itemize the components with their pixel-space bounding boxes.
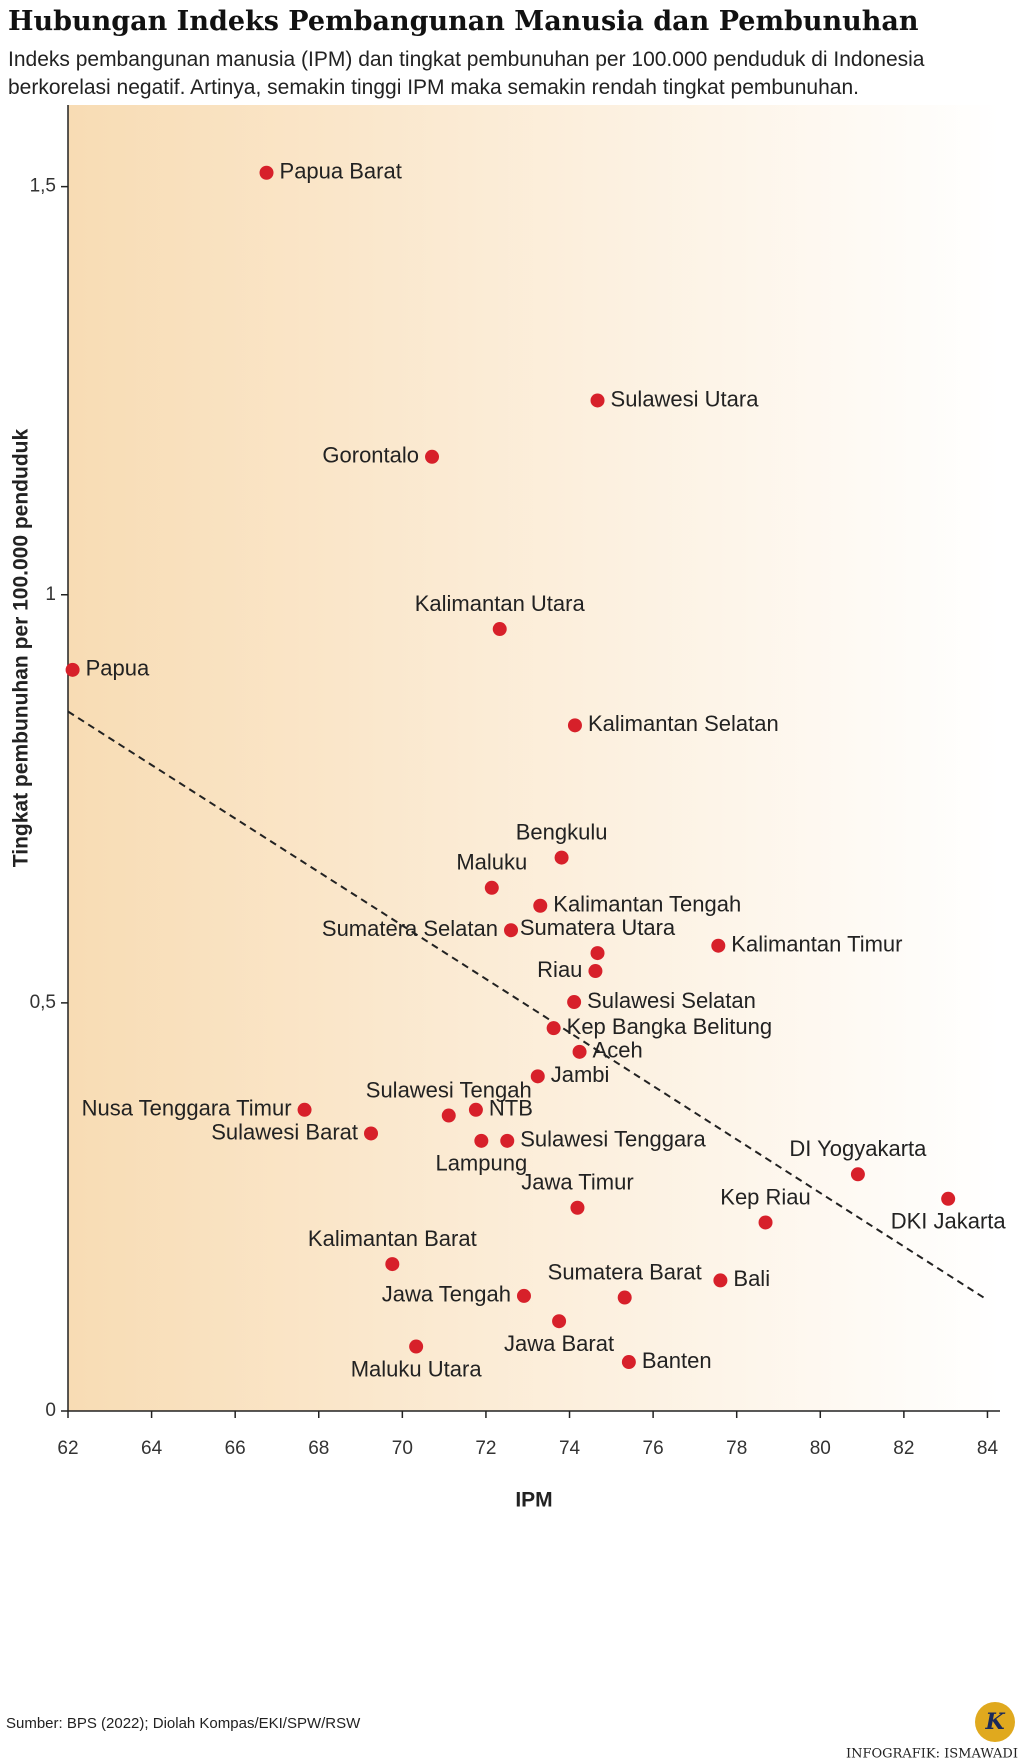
y-axis-label: Tingkat pembunuhan per 100.000 penduduk xyxy=(10,429,33,868)
y-tick-label: 1 xyxy=(45,584,56,605)
point xyxy=(364,1126,379,1141)
x-tick-label: 68 xyxy=(308,1438,329,1459)
point-label: Sulawesi Barat xyxy=(211,1119,358,1144)
point xyxy=(484,880,499,895)
point-label: Kep Riau xyxy=(720,1184,811,1209)
point xyxy=(941,1191,956,1206)
point xyxy=(758,1215,773,1230)
point-label: Kalimantan Timur xyxy=(731,932,902,957)
point xyxy=(474,1133,489,1148)
point xyxy=(425,449,440,464)
point-label: Jawa Barat xyxy=(504,1331,614,1356)
point-label: Kalimantan Tengah xyxy=(553,892,741,917)
x-tick-label: 70 xyxy=(392,1438,413,1459)
point xyxy=(409,1339,424,1354)
point-label: Jawa Tengah xyxy=(382,1282,511,1307)
trendline xyxy=(67,710,989,1301)
point-label: Kalimantan Barat xyxy=(308,1226,477,1251)
point xyxy=(590,393,605,408)
point-label: Sulawesi Tengah xyxy=(366,1077,532,1102)
point xyxy=(65,662,80,677)
point xyxy=(533,898,548,913)
point-label: Bali xyxy=(733,1266,770,1291)
point-label: Bengkulu xyxy=(516,819,608,844)
point xyxy=(617,1290,632,1305)
point-label: Kep Bangka Belitung xyxy=(567,1014,773,1039)
point xyxy=(504,923,519,938)
source: Sumber: BPS (2022); Diolah Kompas/EKI/SP… xyxy=(6,1715,361,1732)
point xyxy=(713,1273,728,1288)
point xyxy=(546,1021,561,1036)
point xyxy=(552,1314,567,1329)
point xyxy=(441,1108,456,1123)
point-label: Jambi xyxy=(551,1062,610,1087)
point-label: Lampung xyxy=(435,1151,527,1176)
point xyxy=(554,850,569,865)
point xyxy=(530,1069,545,1084)
x-tick-label: 80 xyxy=(810,1438,831,1459)
point xyxy=(297,1102,312,1117)
point xyxy=(259,165,274,180)
point-label: Kalimantan Selatan xyxy=(588,711,779,736)
point-label: Gorontalo xyxy=(322,443,419,468)
point xyxy=(621,1355,636,1370)
point xyxy=(711,938,726,953)
point-label: Maluku xyxy=(456,850,527,875)
x-axis-label: IPM xyxy=(515,1489,552,1512)
point xyxy=(385,1257,400,1272)
credit: INFOGRAFIK: ISMAWADI xyxy=(846,1747,1018,1762)
point-label: Maluku Utara xyxy=(351,1356,483,1381)
subtitle: Indeks pembangunan manusia (IPM) dan tin… xyxy=(8,48,925,99)
point-label: Sulawesi Utara xyxy=(611,386,760,411)
x-tick-label: 62 xyxy=(57,1438,78,1459)
point xyxy=(590,946,605,961)
point xyxy=(567,995,582,1010)
point xyxy=(572,1044,587,1059)
x-tick-label: 74 xyxy=(559,1438,581,1459)
x-tick-label: 78 xyxy=(726,1438,747,1459)
title: Hubungan Indeks Pembangunan Manusia dan … xyxy=(8,6,919,37)
point-label: Banten xyxy=(642,1348,712,1373)
logo: K xyxy=(975,1702,1015,1742)
point-label: Sumatera Utara xyxy=(520,915,676,940)
y-tick-label: 1,5 xyxy=(30,176,56,197)
point xyxy=(500,1133,515,1148)
logo-text: K xyxy=(984,1709,1005,1735)
x-tick-label: 84 xyxy=(977,1438,999,1459)
point-label: Kalimantan Utara xyxy=(415,591,586,616)
point-label: Nusa Tenggara Timur xyxy=(82,1096,292,1121)
point-label: DI Yogyakarta xyxy=(789,1136,927,1161)
x-tick-label: 76 xyxy=(643,1438,664,1459)
point-label: Sumatera Barat xyxy=(548,1259,702,1284)
point-label: Jawa Timur xyxy=(521,1170,633,1195)
point-label: Papua xyxy=(86,656,150,681)
y-tick-label: 0 xyxy=(45,1400,56,1421)
point xyxy=(588,964,603,979)
point xyxy=(850,1167,865,1182)
point-label: Sumatera Selatan xyxy=(322,916,498,941)
point-label: Sulawesi Tenggara xyxy=(520,1127,706,1152)
point-label: Aceh xyxy=(593,1038,643,1063)
point-label: Papua Barat xyxy=(280,159,402,184)
x-tick-label: 64 xyxy=(141,1438,163,1459)
point xyxy=(567,718,582,733)
plot-background xyxy=(68,105,1000,1411)
point xyxy=(468,1102,483,1117)
y-tick-label: 0,5 xyxy=(30,992,56,1013)
point-label: Riau xyxy=(537,957,582,982)
point-label: Sulawesi Selatan xyxy=(587,988,756,1013)
point-label: NTB xyxy=(489,1096,533,1121)
x-tick-label: 72 xyxy=(475,1438,496,1459)
point-label: DKI Jakarta xyxy=(891,1209,1007,1234)
x-tick-label: 66 xyxy=(225,1438,246,1459)
x-tick-label: 82 xyxy=(893,1438,914,1459)
point xyxy=(492,622,507,637)
point xyxy=(516,1288,531,1303)
point xyxy=(570,1200,585,1215)
